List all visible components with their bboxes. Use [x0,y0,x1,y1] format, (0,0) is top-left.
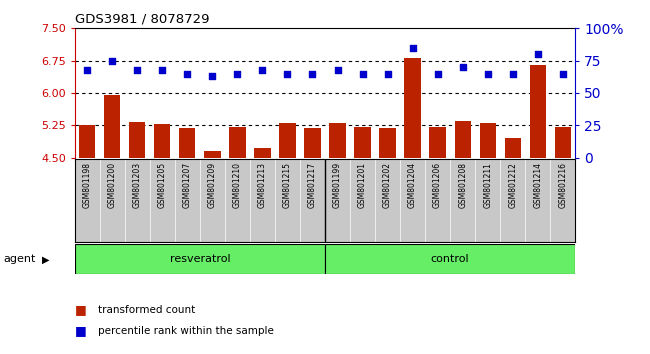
Bar [504,138,521,351]
Point [207,73,218,79]
Text: transformed count: transformed count [98,305,195,315]
Text: GSM801207: GSM801207 [183,162,192,208]
Point [257,67,268,73]
Text: GSM801216: GSM801216 [558,162,567,208]
Text: GSM801212: GSM801212 [508,162,517,208]
Bar [454,121,471,351]
Point [382,71,393,76]
Point [82,67,92,73]
Text: GSM801200: GSM801200 [108,162,117,208]
Point [182,71,192,76]
Bar [325,244,575,274]
Text: agent: agent [3,254,36,264]
Text: GSM801205: GSM801205 [158,162,167,208]
Text: ■: ■ [75,303,86,316]
Bar [480,123,496,351]
Text: ■: ■ [75,325,86,337]
Bar [129,122,146,351]
Point [358,71,368,76]
Point [132,67,142,73]
Text: resveratrol: resveratrol [170,254,230,264]
Bar [330,123,346,351]
Text: GSM801215: GSM801215 [283,162,292,208]
Bar [179,128,196,351]
Text: GSM801214: GSM801214 [533,162,542,208]
Text: GSM801210: GSM801210 [233,162,242,208]
Bar [430,126,446,351]
Bar [530,65,546,351]
Bar [554,126,571,351]
Point [408,45,418,51]
Bar [104,95,120,351]
Bar [229,127,246,351]
Text: GSM801204: GSM801204 [408,162,417,208]
Text: percentile rank within the sample: percentile rank within the sample [98,326,274,336]
Bar [380,128,396,351]
Bar [304,128,320,351]
Bar [79,125,96,351]
Point [307,71,318,76]
Point [107,58,118,63]
Point [558,71,568,76]
Text: GSM801209: GSM801209 [208,162,217,208]
Point [157,67,168,73]
Point [458,64,468,70]
Text: ▶: ▶ [42,254,50,264]
Point [332,67,343,73]
Point [508,71,518,76]
Bar [154,124,170,351]
Text: GSM801211: GSM801211 [483,162,492,208]
Bar [254,148,270,351]
Text: GSM801206: GSM801206 [433,162,442,208]
Text: GSM801203: GSM801203 [133,162,142,208]
Bar [204,151,220,351]
Point [532,51,543,57]
Text: GDS3981 / 8078729: GDS3981 / 8078729 [75,12,209,25]
Text: GSM801198: GSM801198 [83,162,92,208]
Point [482,71,493,76]
Text: GSM801213: GSM801213 [258,162,267,208]
Text: GSM801217: GSM801217 [308,162,317,208]
Text: GSM801208: GSM801208 [458,162,467,208]
Point [432,71,443,76]
Bar [75,244,325,274]
Bar [404,58,421,351]
Text: control: control [431,254,469,264]
Bar [354,126,370,351]
Text: GSM801201: GSM801201 [358,162,367,208]
Point [282,71,293,76]
Text: GSM801202: GSM801202 [383,162,392,208]
Text: GSM801199: GSM801199 [333,162,342,208]
Point [232,71,242,76]
Bar [280,123,296,351]
